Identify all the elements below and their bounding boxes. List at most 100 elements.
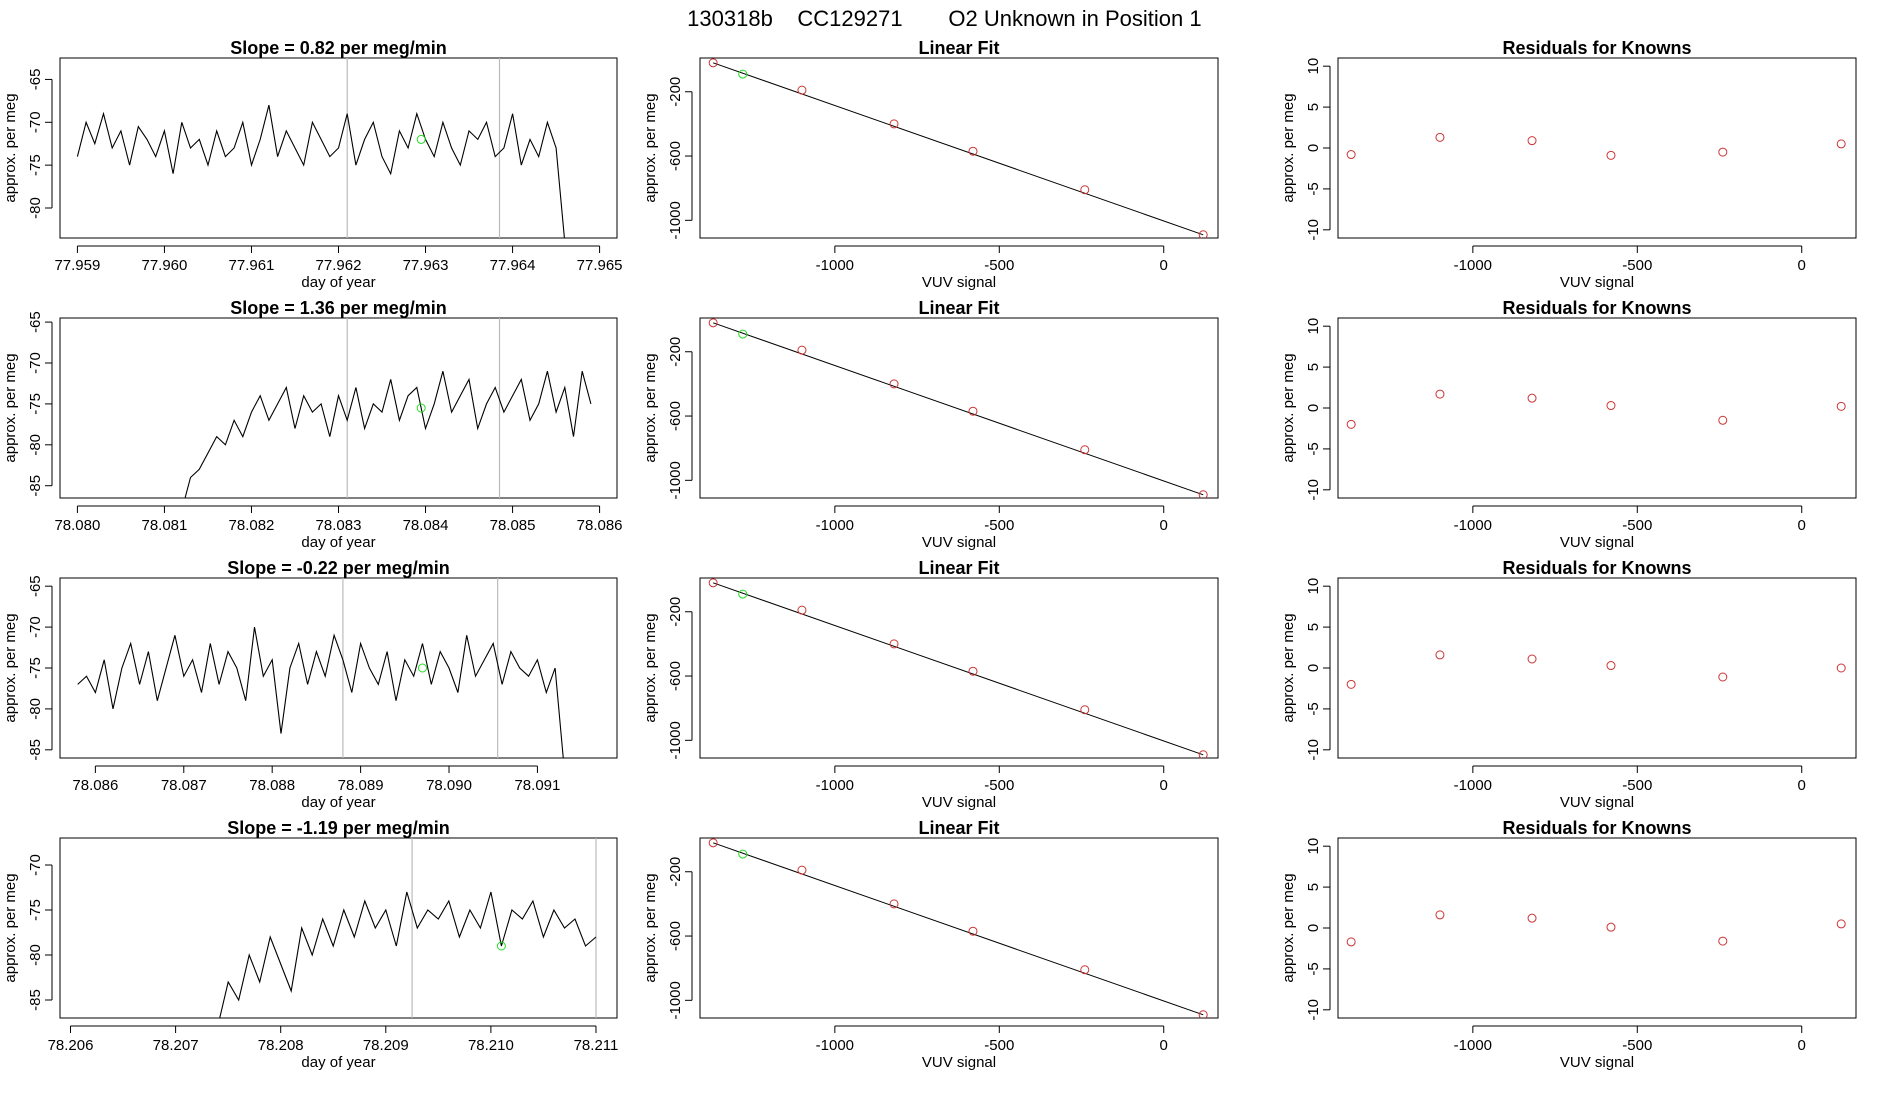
y-tick-label: -70 <box>27 616 44 638</box>
y-tick-label: -600 <box>667 141 684 171</box>
y-tick-label: -10 <box>1305 999 1322 1021</box>
y-axis-label: approx. per meg <box>1280 353 1297 462</box>
panel-title: Linear Fit <box>918 298 999 318</box>
x-tick-label: 78.210 <box>468 1037 514 1054</box>
x-tick-label: 78.089 <box>338 777 384 794</box>
series-line <box>77 627 564 758</box>
x-tick-label: -1000 <box>816 777 854 794</box>
x-axis-label: day of year <box>301 534 375 551</box>
known-point <box>708 58 718 68</box>
green-marker-point <box>738 329 748 339</box>
x-tick-label: 77.961 <box>229 257 275 274</box>
panel-linear-fit-row-4: Linear Fit -1000 -500 0 VUV signal -1000 -600 -… <box>642 818 1219 1071</box>
y-tick-label: -200 <box>667 77 684 107</box>
x-tick-label: 78.206 <box>48 1037 94 1054</box>
y-tick-label: -10 <box>1305 479 1322 501</box>
x-axis-label: VUV signal <box>1560 274 1634 291</box>
residual-point <box>1435 650 1445 660</box>
known-point <box>797 85 807 95</box>
residual-point <box>1346 679 1356 689</box>
page-title-label: O2 Unknown in Position 1 <box>948 6 1201 31</box>
y-tick-label: 0 <box>1305 404 1322 412</box>
y-axis-label: approx. per meg <box>2 93 19 202</box>
residual-point <box>1836 139 1846 149</box>
plot-frame <box>59 317 618 499</box>
y-tick-label: -5 <box>1305 702 1322 715</box>
green-marker-point <box>417 663 427 673</box>
data-layer <box>77 578 564 758</box>
data-layer <box>1346 910 1846 947</box>
x-tick-label: -500 <box>984 257 1014 274</box>
known-point <box>889 119 899 129</box>
y-tick-label: -1000 <box>667 981 684 1019</box>
panel-title: Residuals for Knowns <box>1502 38 1691 58</box>
residual-point <box>1718 672 1728 682</box>
panel-time-series-row-4: Slope = -1.19 per meg/min 78.206 78.207 78.… <box>2 818 618 1071</box>
series-line <box>184 371 592 498</box>
x-tick-label: 0 <box>1160 1037 1168 1054</box>
plot-frame <box>1337 837 1857 1019</box>
panel-title: Slope = -1.19 per meg/min <box>227 818 450 838</box>
x-tick-label: 0 <box>1798 1037 1806 1054</box>
x-tick-label: 0 <box>1798 777 1806 794</box>
known-point <box>889 639 899 649</box>
residual-point <box>1836 919 1846 929</box>
y-tick-label: -70 <box>27 111 44 133</box>
y-tick-label: -75 <box>27 393 44 415</box>
x-tick-label: 0 <box>1798 517 1806 534</box>
plot-frame <box>59 837 618 1019</box>
x-tick-label: 0 <box>1160 257 1168 274</box>
fit-line <box>712 842 1204 1016</box>
residual-point <box>1527 136 1537 146</box>
known-point <box>1080 965 1090 975</box>
residual-point <box>1527 913 1537 923</box>
known-point <box>968 926 978 936</box>
x-tick-label: -1000 <box>816 257 854 274</box>
x-tick-label: -1000 <box>1454 777 1492 794</box>
y-tick-label: -600 <box>667 921 684 951</box>
residual-point <box>1718 936 1728 946</box>
plot-frame <box>1337 577 1857 759</box>
y-tick-label: -65 <box>27 575 44 597</box>
x-tick-label: 78.087 <box>161 777 207 794</box>
known-point <box>1080 445 1090 455</box>
residual-point <box>1606 922 1616 932</box>
y-tick-label: -80 <box>27 944 44 966</box>
y-tick-label: -70 <box>27 854 44 876</box>
panel-residuals-row-3: Residuals for Knowns -1000 -500 0 VUV signal… <box>1280 558 1857 811</box>
x-tick-label: 78.208 <box>258 1037 304 1054</box>
y-tick-label: -600 <box>667 661 684 691</box>
panel-linear-fit-row-2: Linear Fit -1000 -500 0 VUV signal -1000 -600 -… <box>642 298 1219 551</box>
x-tick-label: -500 <box>1622 1037 1652 1054</box>
data-layer <box>219 838 597 1018</box>
page-title-tank: CC129271 <box>797 6 902 31</box>
y-tick-label: -75 <box>27 657 44 679</box>
y-axis-label: approx. per meg <box>642 873 659 982</box>
y-axis-label: approx. per meg <box>1280 873 1297 982</box>
y-tick-label: -10 <box>1305 739 1322 761</box>
residual-point <box>1606 401 1616 411</box>
y-tick-label: -200 <box>667 337 684 367</box>
known-point <box>1080 185 1090 195</box>
data-layer <box>1346 650 1846 689</box>
x-tick-label: 77.959 <box>54 257 100 274</box>
known-point <box>1198 1010 1208 1018</box>
x-tick-label: 77.962 <box>316 257 362 274</box>
y-tick-label: -80 <box>27 434 44 456</box>
y-tick-label: 10 <box>1305 318 1322 335</box>
x-tick-label: 78.084 <box>403 517 449 534</box>
x-tick-label: 78.086 <box>72 777 118 794</box>
x-axis-label: VUV signal <box>1560 794 1634 811</box>
y-tick-label: 0 <box>1305 664 1322 672</box>
y-tick-label: 5 <box>1305 623 1322 631</box>
panel-time-series-row-2: Slope = 1.36 per meg/min 78.080 78.081 78.0… <box>2 298 623 551</box>
residual-point <box>1435 132 1445 142</box>
panel-title: Residuals for Knowns <box>1502 558 1691 578</box>
known-point <box>889 899 899 909</box>
data-layer <box>708 318 1208 498</box>
x-tick-label: -500 <box>1622 257 1652 274</box>
x-tick-label: -500 <box>1622 777 1652 794</box>
fit-line <box>712 582 1204 756</box>
known-point <box>797 605 807 615</box>
plot-frame <box>699 317 1219 499</box>
